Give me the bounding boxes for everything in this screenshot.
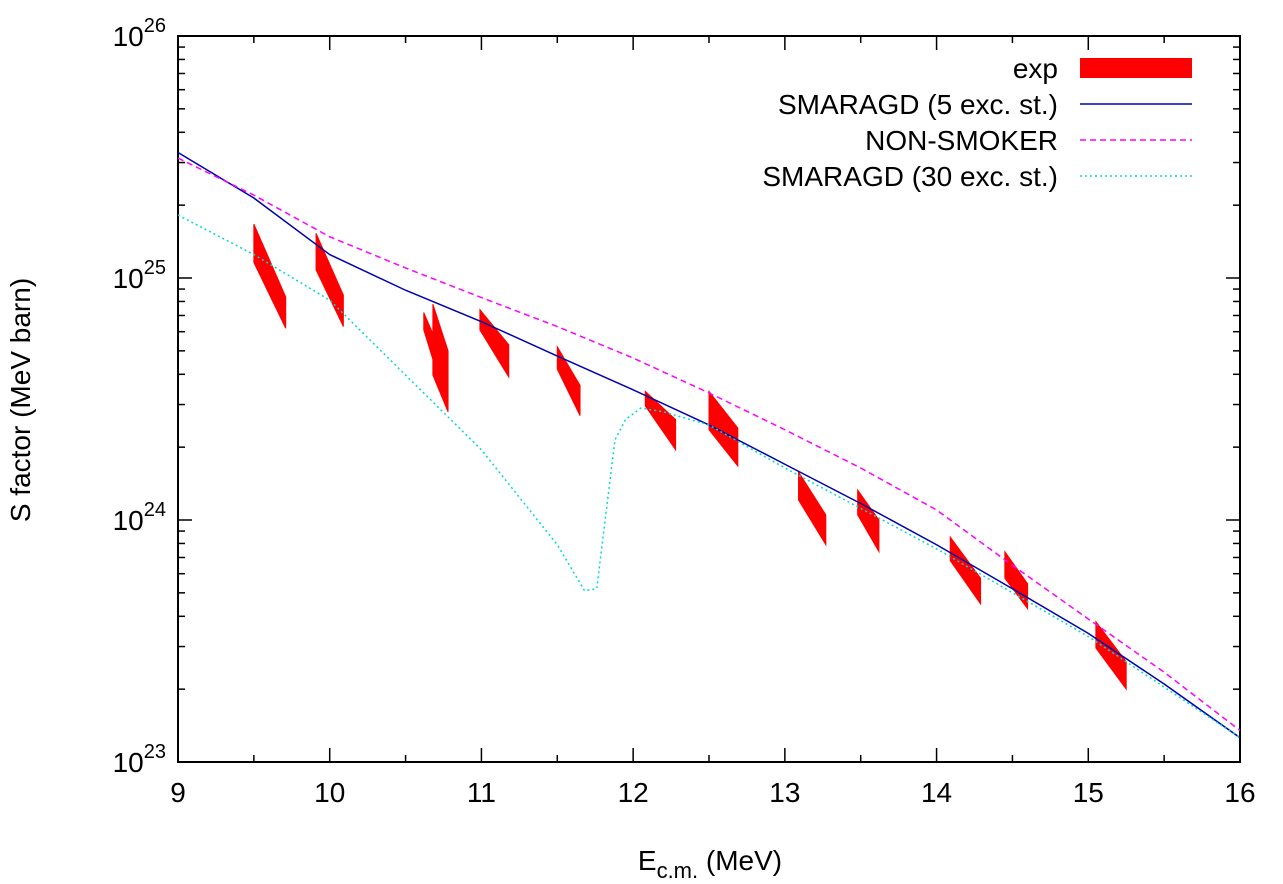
- exp-band: [315, 233, 344, 327]
- y-tick-label: 1025: [113, 257, 166, 294]
- exp-band: [708, 389, 739, 468]
- y-axis-label: S factor (MeV barn): [5, 278, 36, 522]
- y-tick-label: 1023: [113, 741, 166, 778]
- x-tick-label: 12: [618, 777, 649, 808]
- series-line: [178, 151, 1240, 739]
- exp-band: [253, 223, 287, 329]
- y-tick-label-exponent: 25: [144, 257, 166, 279]
- series-line: [178, 157, 1240, 732]
- y-tick-label-exponent: 26: [144, 15, 166, 37]
- exp-band: [949, 535, 982, 606]
- x-tick-label: 10: [314, 777, 345, 808]
- plot-area: [178, 151, 1240, 739]
- x-axis-label-part: (MeV): [698, 845, 782, 876]
- legend-label: SMARAGD (30 exc. st.): [762, 161, 1058, 192]
- y-tick-label-base: 10: [113, 263, 144, 294]
- y-tick-label-exponent: 24: [144, 499, 166, 521]
- y-tick-label: 1024: [113, 499, 166, 536]
- exp-band: [1004, 550, 1029, 611]
- x-tick-label: 14: [921, 777, 952, 808]
- x-tick-label: 11: [467, 777, 496, 808]
- exp-band: [798, 470, 827, 547]
- x-axis-label-part: E: [638, 845, 657, 876]
- legend-label: SMARAGD (5 exc. st.): [778, 89, 1058, 120]
- x-tick-label: 15: [1073, 777, 1104, 808]
- legend-label: NON-SMOKER: [865, 125, 1058, 156]
- legend-label: exp: [1013, 53, 1058, 84]
- exp-band: [857, 488, 880, 554]
- series-line: [178, 214, 1240, 739]
- legend-swatch: [1080, 58, 1192, 78]
- y-tick-label-base: 10: [113, 505, 144, 536]
- y-tick-label-base: 10: [113, 21, 144, 52]
- y-tick-label-base: 10: [113, 747, 144, 778]
- exp-band: [644, 390, 677, 452]
- y-tick-label-exponent: 23: [144, 741, 166, 763]
- x-tick-label: 16: [1224, 777, 1255, 808]
- x-tick-label: 13: [769, 777, 800, 808]
- x-axis-label: Ec.m. (MeV): [638, 845, 782, 883]
- exp-band: [479, 308, 510, 379]
- exp-band: [556, 344, 581, 416]
- y-tick-label: 1026: [113, 15, 166, 52]
- exp-band: [432, 303, 449, 412]
- x-axis-label-subscript: c.m.: [657, 858, 699, 883]
- x-tick-label: 9: [170, 777, 186, 808]
